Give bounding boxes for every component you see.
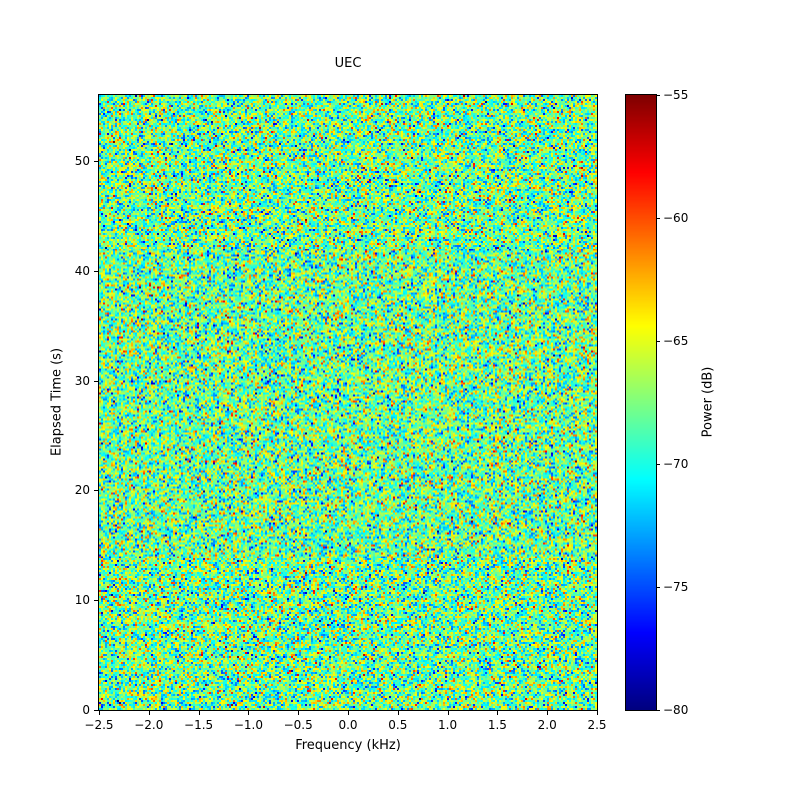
y-tick-label: 20 [74,483,90,498]
y-tick-label: 0 [82,703,90,717]
colorbar-tick-mark [656,587,660,588]
y-tick-mark [94,710,98,711]
y-tick-label: 40 [74,263,90,278]
x-tick-label: −2.0 [134,718,164,732]
x-tick-label: 2.5 [587,718,607,732]
x-tick-mark [497,711,499,715]
colorbar-tick-mark [656,95,660,96]
y-tick-mark [94,270,98,272]
x-tick-mark [198,711,200,715]
y-tick-label: 50 [74,153,90,168]
colorbar-tick-mark [656,218,660,219]
colorbar-tick-label: −70 [663,457,689,471]
x-tick-mark [248,711,250,715]
x-tick-mark [447,711,449,715]
x-tick-label: 1.0 [438,718,458,732]
x-tick-mark [348,711,349,715]
colorbar-tick-mark [656,341,660,342]
colorbar-tick-label: −55 [663,88,689,102]
x-tick-label: −0.5 [283,718,313,732]
x-axis-label: Frequency (kHz) [295,738,401,753]
colorbar-tick-label: −75 [663,580,689,594]
colorbar-tick-label: −65 [663,334,689,348]
y-tick-mark [94,380,98,382]
x-tick-mark [99,711,100,715]
x-tick-label: −2.5 [84,718,114,732]
colorbar-tick-label: −80 [663,703,689,717]
colorbar-canvas [626,95,656,710]
x-tick-mark [148,711,150,715]
colorbar [625,94,657,711]
colorbar-tick-mark [656,710,660,711]
x-tick-label: −1.0 [233,718,263,732]
colorbar-tick-mark [656,464,660,465]
x-tick-label: −1.5 [184,718,214,732]
y-axis-label: Elapsed Time (s) [49,347,65,457]
x-tick-label: 0.0 [338,718,358,732]
x-tick-mark [298,711,300,715]
colorbar-tick-label: −60 [663,211,689,225]
x-tick-label: 2.0 [537,718,557,732]
x-tick-mark [597,711,598,715]
plot-title: UEC [334,56,362,71]
y-tick-mark [94,600,98,602]
x-tick-label: 1.5 [487,718,507,732]
y-tick-mark [94,490,98,492]
x-tick-mark [397,711,399,715]
x-tick-mark [547,711,549,715]
colorbar-label: Power (dB) [700,366,716,438]
y-tick-label: 30 [74,373,90,388]
spectrogram-plot-area [98,94,598,711]
spectrogram-canvas [99,95,597,710]
x-tick-label: 0.5 [388,718,408,732]
y-tick-mark [94,160,98,162]
y-tick-label: 10 [74,593,90,608]
